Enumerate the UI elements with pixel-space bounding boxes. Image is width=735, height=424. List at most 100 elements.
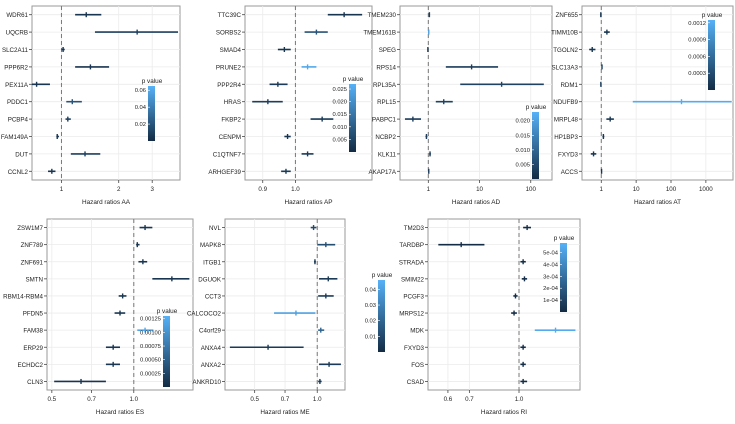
y-tick-label: ZNF789 [21, 242, 44, 249]
p-value-legend: p value 1e-04 2e-04 3e-04 4e-04 5e-04 [543, 235, 575, 312]
legend-colorbar [148, 86, 155, 141]
legend-title: p value [157, 308, 178, 315]
y-tick-label: MDK [410, 328, 425, 335]
x-tick-label: 1 [60, 186, 64, 193]
forest-panel-at: ZNF655 TIMM10B TGOLN2 SLC13A3 RDM1 NDUFB9 MRPL… [551, 5, 734, 206]
legend-tick-label: 0.015 [332, 112, 347, 118]
legend-tick-label: 0.020 [332, 100, 347, 106]
legend-tick-label: 0.00100 [140, 330, 161, 336]
y-tick-label: TARDBP [399, 242, 424, 249]
x-tick-label: 3 [150, 186, 154, 193]
y-tick-label: NVL [209, 225, 222, 232]
y-tick-label: RBM14-RBM4 [3, 293, 43, 300]
y-tick-label: SMAD4 [220, 47, 242, 54]
legend-tick-label: 0.005 [332, 137, 347, 143]
legend-tick-label: 4e-04 [543, 262, 559, 268]
legend-title: p value [142, 78, 163, 85]
y-tick-label: SMIM22 [401, 276, 425, 283]
legend-tick-label: 0.02 [365, 319, 376, 325]
x-tick-label: 1 [427, 186, 431, 193]
y-tick-label: FOS [411, 362, 424, 369]
y-tick-label: ITGB1 [203, 259, 221, 266]
y-tick-label: FAM38 [23, 328, 43, 335]
y-tick-label: NDUFB9 [553, 99, 578, 106]
x-axis-label: Hazard ratios ES [96, 409, 144, 416]
plot-area [427, 218, 581, 391]
legend-title: p value [554, 235, 575, 242]
p-value-legend: p value 0.01 0.02 0.03 0.04 [365, 272, 393, 352]
y-tick-label: ANXA2 [201, 362, 222, 369]
legend-tick-label: 0.0012 [688, 21, 706, 27]
x-tick-label: 10 [633, 186, 640, 193]
legend-tick-label: 0.00075 [140, 344, 161, 350]
y-tick-label: PDDC1 [7, 99, 29, 106]
y-tick-label: RPS14 [376, 64, 396, 71]
p-value-legend: p value 0.005 0.010 0.015 0.020 0.025 [332, 76, 364, 152]
legend-tick-label: 0.020 [515, 119, 530, 125]
forest-panel-aa: WDR61 UQCRB SLC2A11 PPP6R2 PEX11A PDDC1 PCBP4 F… [1, 5, 181, 206]
legend-tick-label: 0.010 [332, 125, 347, 131]
p-value-legend: p value 0.0003 0.0006 0.0009 0.0012 [688, 12, 723, 90]
y-tick-label: TMEM161B [363, 30, 396, 37]
y-tick-label: TGOLN2 [553, 47, 578, 54]
legend-colorbar [378, 280, 385, 352]
legend-tick-label: 0.0006 [688, 54, 706, 60]
legend-tick-label: 0.00025 [140, 371, 161, 377]
y-tick-label: DUT [15, 151, 28, 158]
legend-tick-label: 0.015 [515, 133, 530, 139]
legend-tick-label: 0.0003 [688, 71, 706, 77]
plot-area [581, 5, 734, 181]
y-tick-label: CCNL2 [8, 169, 29, 176]
y-tick-label: C4orf29 [199, 328, 222, 335]
y-tick-label: CALCOCO2 [187, 311, 222, 318]
y-tick-label: MRPS12 [399, 311, 424, 318]
forest-panel-me: NVL MAPK8 ITGB1 DGUOK CCT3 CALCOCO2 C4orf29 ANX… [187, 218, 393, 416]
p-value-legend: p value 0.005 0.010 0.015 0.020 [515, 104, 547, 179]
x-tick-label: 1.0 [291, 186, 300, 193]
y-tick-label: FXYD3 [558, 151, 579, 158]
y-tick-label: ZNF655 [556, 12, 579, 19]
legend-tick-label: 3e-04 [543, 274, 559, 280]
x-tick-label: 2 [117, 186, 121, 193]
x-tick-label: 0.6 [444, 396, 453, 403]
y-tick-label: MRPL48 [554, 117, 579, 124]
legend-title: p value [526, 104, 547, 111]
legend-title: p value [702, 12, 723, 19]
y-tick-label: RPL15 [377, 99, 396, 106]
x-tick-label: 0.7 [87, 396, 96, 403]
y-tick-label: ANXA4 [201, 345, 222, 352]
legend-colorbar [532, 112, 539, 179]
x-tick-label: 1.0 [515, 396, 524, 403]
legend-tick-label: 1e-04 [543, 298, 559, 304]
y-tick-label: RPL35A [373, 82, 397, 89]
y-tick-label: HP1BP3 [554, 134, 578, 141]
forest-panel-ap: TTC39C SORBS2 SMAD4 PRUNE2 PPP2R4 HRAS FKBP2 CE… [208, 5, 373, 206]
legend-title: p value [343, 76, 364, 83]
y-tick-label: PRUNE2 [216, 64, 242, 71]
plot-area [31, 5, 181, 181]
y-tick-label: CENPM [219, 134, 241, 141]
x-tick-label: 100 [666, 186, 677, 193]
legend-tick-label: 2e-04 [543, 286, 559, 292]
legend-tick-label: 0.0009 [688, 38, 706, 44]
y-tick-label: PPP6R2 [4, 64, 28, 71]
legend-tick-label: 0.025 [332, 87, 347, 93]
legend-tick-label: 0.06 [135, 88, 146, 94]
y-tick-label: UQCRB [6, 30, 28, 37]
y-tick-label: RDM1 [560, 82, 578, 89]
y-tick-label: ECHDC2 [18, 362, 44, 369]
y-tick-label: TTC39C [218, 12, 242, 19]
plot-area [399, 5, 553, 181]
legend-tick-label: 0.010 [515, 148, 530, 154]
x-tick-label: 0.5 [250, 396, 259, 403]
y-tick-label: FKBP2 [221, 117, 241, 124]
y-tick-label: MAPK8 [200, 242, 222, 249]
y-tick-label: FXYD3 [404, 345, 425, 352]
y-tick-label: SLC2A11 [2, 47, 29, 54]
x-tick-label: 0.7 [465, 396, 474, 403]
x-axis-label: Hazard ratios AT [634, 199, 681, 206]
legend-colorbar [163, 316, 170, 387]
x-axis-label: Hazard ratios AD [452, 199, 501, 206]
y-tick-label: TM2D3 [404, 225, 425, 232]
